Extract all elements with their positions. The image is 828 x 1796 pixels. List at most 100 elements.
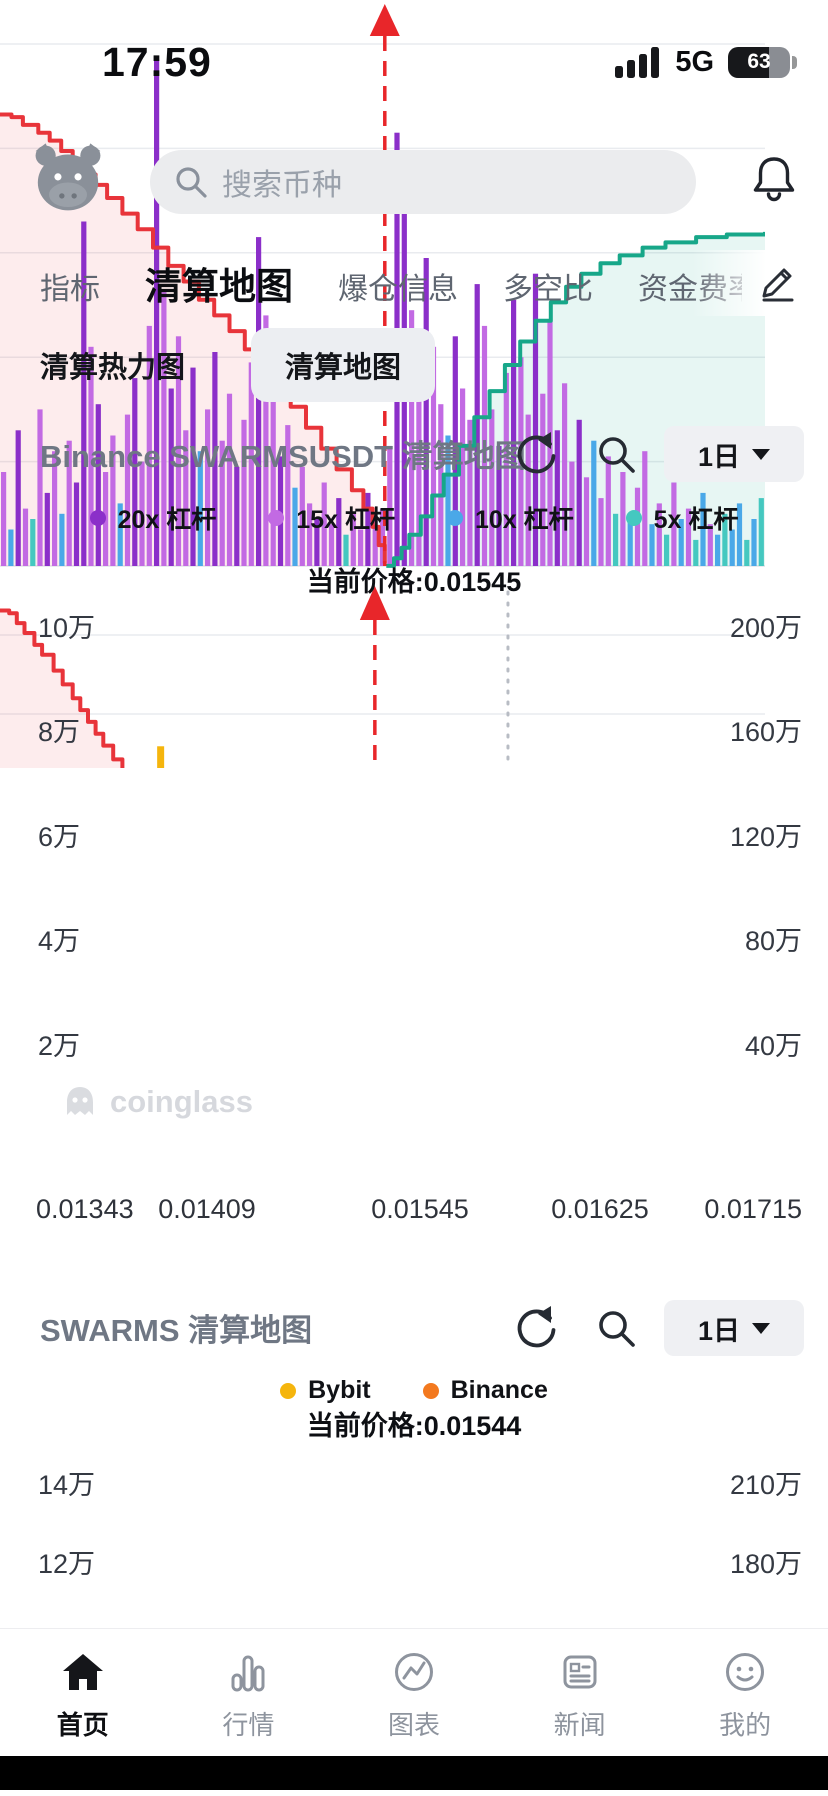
legend-label-20x: 20x 杠杆: [117, 506, 217, 534]
y-left-tick: 14万: [38, 1470, 96, 1500]
x-tick: 0.01715: [704, 1194, 802, 1224]
coinglass-logo-icon: [67, 1087, 93, 1115]
home-icon: [62, 1654, 103, 1690]
y-right-tick: 160万: [729, 717, 802, 747]
tab-bar-edit-area: [692, 250, 828, 316]
home-indicator-bar: [0, 1756, 828, 1790]
chart2-title: SWARMS 清算地图: [40, 1312, 313, 1348]
tab-indicators[interactable]: 指标: [40, 273, 100, 306]
y-left-tick: 4万: [38, 926, 81, 956]
nav-label: 行情: [222, 1710, 275, 1740]
chart2-liquidation-map[interactable]: [0, 580, 765, 768]
chart2-period-dropdown[interactable]: 1日: [664, 1300, 804, 1356]
y-right-tick: 180万: [729, 1549, 802, 1579]
chart1-legend: 20x 杠杆 15x 杠杆 10x 杠杆 5x 杠杆: [0, 500, 828, 536]
chart2-current-price-label: 当前价格:0.01544: [306, 1411, 522, 1441]
y-left-tick: 6万: [38, 822, 81, 852]
nav-item-home[interactable]: 首页: [0, 1629, 166, 1757]
legend-item-5x[interactable]: 5x 杠杆: [625, 500, 739, 536]
search-icon: [599, 1311, 635, 1347]
nav-label: 首页: [56, 1710, 109, 1740]
bottom-nav-bar: 首页 行情 图表 新闻: [0, 1628, 828, 1757]
legend-item-20x[interactable]: 20x 杠杆: [89, 500, 217, 536]
network-type: 5G: [675, 45, 714, 78]
legend-label-15x: 15x 杠杆: [296, 506, 395, 534]
chart1-title: Binance SWARMSUSDT 清算地图: [40, 438, 526, 474]
legend-label-5x: 5x 杠杆: [653, 506, 739, 534]
legend-item-15x[interactable]: 15x 杠杆: [268, 500, 395, 536]
y-right-tick: 80万: [744, 926, 802, 956]
top-tab-bar: 指标 清算地图 爆仓信息 多空比 资金费率: [0, 256, 742, 316]
notification-bell-icon[interactable]: [752, 154, 796, 202]
edit-tabs-icon[interactable]: [756, 262, 798, 304]
tab-liquidation-info[interactable]: 爆仓信息: [338, 273, 458, 306]
y-right-tick: 40万: [744, 1031, 802, 1061]
x-tick: 0.01545: [371, 1194, 469, 1224]
nav-item-profile[interactable]: 我的: [662, 1629, 828, 1757]
markets-bars-icon: [231, 1655, 265, 1692]
legend-item-10x[interactable]: 10x 杠杆: [446, 500, 574, 536]
nav-item-news[interactable]: 新闻: [497, 1629, 663, 1757]
news-icon: [563, 1655, 597, 1689]
x-tick: 0.01625: [551, 1194, 649, 1224]
watermark: coinglass: [62, 1084, 253, 1120]
chart-circle-icon: [394, 1653, 433, 1691]
bell-glyph: [753, 157, 795, 202]
chart2-search-button[interactable]: [596, 1308, 636, 1348]
legend-label-bybit: Bybit: [308, 1376, 371, 1404]
watermark-text: coinglass: [110, 1084, 253, 1119]
legend-item-binance[interactable]: Binance: [422, 1376, 548, 1405]
search-placeholder: 搜索币种: [222, 169, 342, 202]
sub-tab-bar: 清算热力图 清算地图: [40, 328, 436, 402]
y-right-tick: 120万: [729, 822, 802, 852]
x-tick: 0.01343: [36, 1194, 134, 1224]
legend-dot-binance: [422, 1382, 439, 1399]
legend-dot-bybit: [280, 1382, 297, 1399]
subtab-liquidation-map[interactable]: 清算地图: [251, 328, 436, 402]
battery-percent: 63: [747, 50, 771, 73]
y-right-tick: 210万: [729, 1470, 802, 1500]
search-icon: [176, 167, 207, 198]
nav-item-markets[interactable]: 行情: [166, 1629, 332, 1757]
profile-smiley-icon: [726, 1653, 765, 1691]
search-icon: [599, 437, 635, 473]
period-value: 1日: [697, 1315, 741, 1346]
search-input[interactable]: 搜索币种: [150, 150, 696, 214]
y-left-tick: 8万: [38, 717, 81, 747]
period-value: 1日: [697, 441, 741, 472]
legend-item-bybit[interactable]: Bybit: [280, 1376, 371, 1405]
chart1-current-price-label: 当前价格:0.01545: [306, 567, 522, 597]
y-right-tick: 200万: [729, 613, 802, 643]
legend-label-10x: 10x 杠杆: [474, 506, 574, 534]
chart1-refresh-button[interactable]: [512, 430, 558, 476]
legend-dot-5x: [625, 510, 642, 526]
chevron-down-icon: [752, 448, 771, 460]
cellular-signal-icon: [615, 47, 660, 78]
tab-long-short-ratio[interactable]: 多空比: [503, 273, 593, 306]
chart2-legend: Bybit Binance: [0, 1376, 828, 1405]
legend-dot-10x: [446, 510, 463, 526]
status-indicators: 5G 63: [615, 45, 797, 79]
app-logo-mascot[interactable]: [32, 140, 104, 216]
y-left-tick: 2万: [38, 1031, 81, 1061]
status-bar: 17:59 5G 63: [0, 36, 828, 88]
bull-mascot-icon: [35, 143, 101, 211]
x-tick: 0.01409: [158, 1194, 256, 1224]
status-time: 17:59: [102, 38, 212, 85]
legend-dot-20x: [89, 510, 106, 526]
refresh-icon: [517, 1306, 556, 1348]
nav-label: 我的: [719, 1710, 772, 1740]
chart1-search-button[interactable]: [596, 434, 636, 474]
legend-dot-15x: [268, 510, 285, 526]
y-left-tick: 12万: [38, 1549, 96, 1579]
chart1-liquidation-map[interactable]: [0, 0, 765, 580]
nav-item-charts[interactable]: 图表: [331, 1629, 497, 1757]
chart2-refresh-button[interactable]: [512, 1304, 558, 1350]
tab-liquidation-map[interactable]: 清算地图: [145, 266, 293, 307]
y-left-tick: 10万: [38, 613, 96, 643]
nav-label: 新闻: [553, 1710, 606, 1740]
subtab-liquidation-heatmap[interactable]: 清算热力图: [40, 352, 186, 384]
battery-indicator: 63: [728, 46, 797, 78]
chart1-period-dropdown[interactable]: 1日: [664, 426, 804, 482]
